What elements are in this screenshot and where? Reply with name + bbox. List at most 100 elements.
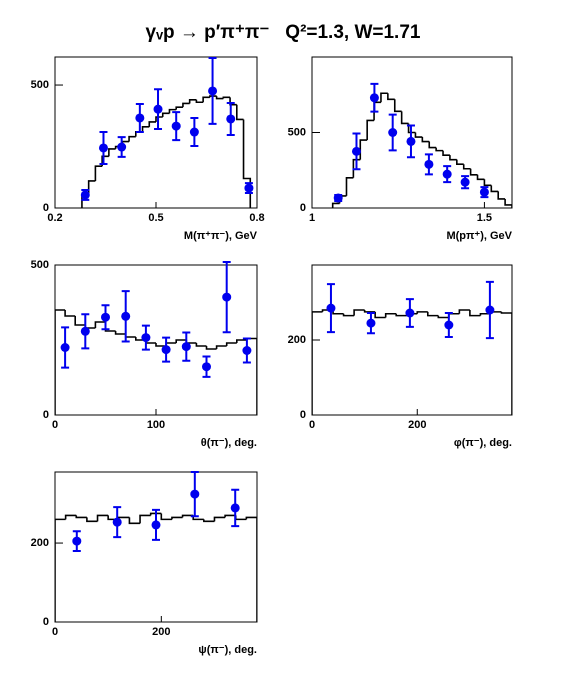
axes-frame [311,264,513,416]
histogram-bin [171,516,183,520]
histogram-bin [476,174,485,181]
data-point [326,303,336,313]
data-point [141,333,151,343]
histogram-bin [469,168,478,176]
histogram-bin [139,514,151,524]
histogram-bin [195,343,207,347]
histogram-bin [155,116,163,122]
histogram-bin [353,309,365,316]
histogram-bin [149,512,162,516]
data-point [242,346,252,355]
histogram-bin [387,93,395,101]
x-tick-label: 100 [147,419,165,431]
histogram-bin [236,104,244,121]
histogram-bin [345,177,354,196]
histogram-bin [342,313,355,317]
data-point [189,127,199,137]
histogram-bin [331,202,340,208]
histogram-bin [458,309,470,314]
histogram-bin [168,108,177,114]
y-tick-label: 0 [300,202,306,214]
histogram-bin [175,106,183,110]
data-point [98,143,108,153]
histogram-bin [205,346,217,350]
x-tick-label: 0.2 [47,212,62,224]
histogram-bin [236,339,247,343]
histogram-bin [87,180,96,196]
histogram-bin [148,121,156,127]
data-point [479,187,489,197]
histogram-bin [64,310,76,317]
x-axis-label: φ(π⁻), deg. [454,437,512,449]
histogram-bin [416,311,428,314]
histogram-bin [114,331,126,335]
y-tick-label: 500 [288,126,306,138]
data-point [222,292,232,302]
data-point [406,136,416,146]
histogram-bin [437,315,449,319]
data-point [101,312,110,322]
x-tick-label: 0 [309,419,315,431]
histogram-bin [64,514,77,520]
figure-title: γᵥp → p′π⁺π⁻ Q²=1.3, W=1.71 [146,22,421,43]
histogram-bin [74,316,86,326]
data-point [460,177,470,187]
histogram-bin [245,516,257,622]
histogram-bin [497,191,506,200]
histogram-bin [435,147,444,152]
histogram-bin [456,159,464,166]
histogram-bin [426,311,439,317]
x-axis-label: θ(π⁻), deg. [201,437,257,449]
histogram-bin [108,148,116,157]
histogram-bin [395,313,407,317]
histogram-bin [181,514,194,518]
data-point [151,520,161,530]
y-tick-label: 0 [43,202,49,214]
histogram [81,95,252,208]
panel: 0 200 0 200 ψ(π⁻), deg. [31,471,258,656]
histogram-bin [213,516,226,522]
histogram-bin [55,518,66,622]
data-point [80,326,90,336]
data-point [485,305,495,315]
x-tick-label: 1 [309,212,315,224]
histogram-bin [414,132,423,138]
data-point [202,362,211,372]
x-axis-label: M(pπ⁺), GeV [446,230,512,242]
data-point [444,320,454,330]
histogram-bin [203,519,215,523]
data-point [161,345,171,355]
data-point [181,342,191,352]
histogram-bin [234,515,247,521]
data-point [121,311,131,321]
histogram-bin [428,141,437,149]
histogram-bin [384,312,397,318]
histogram-bin [161,112,170,118]
histogram-bin [352,158,361,178]
x-axis-label: ψ(π⁻), deg. [198,644,257,656]
histogram-bin [55,309,66,415]
histogram-bin [380,92,388,103]
histogram-bin [215,345,227,349]
histogram-bin [393,99,402,113]
axes-frame [54,56,258,209]
histogram-bin [128,135,136,142]
histogram-bin [469,310,481,317]
histogram-bin [182,102,190,108]
histogram-bin [75,515,87,519]
data-point [424,159,434,169]
data-point [72,536,82,546]
histogram-bin [462,164,471,170]
histogram-bin [209,95,217,98]
data-point [112,517,122,527]
histogram-bin [448,312,460,318]
data-point [366,318,376,328]
data-point [190,489,200,499]
data-point [226,114,236,124]
histogram-bin [101,155,109,167]
y-tick-label: 200 [288,334,306,346]
y-tick-label: 500 [31,259,49,271]
histogram-bin [442,150,450,156]
data-point [60,343,70,352]
